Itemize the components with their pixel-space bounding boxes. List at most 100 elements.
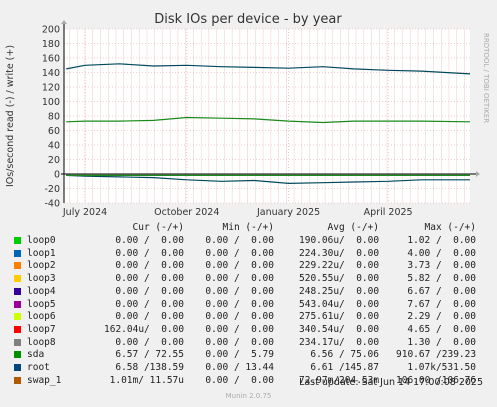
legend-min: 0.00 / 0.00	[205, 336, 274, 348]
legend-avg: 224.30u/ 0.00	[299, 247, 380, 259]
y-tick-label: -20	[44, 184, 60, 195]
y-tick-label: 40	[48, 141, 60, 152]
x-tick-label: January 2025	[256, 207, 320, 218]
legend-swatch	[14, 262, 21, 270]
legend-max: 3.73 / 0.00	[407, 260, 476, 272]
legend-avg: 234.17u/ 0.00	[299, 336, 380, 348]
legend-min: 0.00 / 0.00	[205, 260, 274, 272]
side-label: RRDTOOL / TOBI OETIKER	[482, 33, 490, 123]
legend-swatch	[14, 338, 21, 346]
legend-min: 0.00 / 5.79	[205, 349, 274, 361]
series-line-root-write	[66, 63, 471, 75]
legend-swatch	[14, 351, 21, 359]
legend-avg: 248.25u/ 0.00	[299, 285, 380, 297]
x-tick-label: October 2024	[154, 207, 219, 218]
y-ticks: -40 -20 0 20 40 60 80 100 120 140 160 180 200	[42, 25, 60, 210]
series-line-sda-write	[66, 116, 471, 124]
legend-cur: 1.01m/ 11.57u	[109, 374, 184, 386]
legend-name: root	[27, 362, 50, 373]
legend-max: 7.67 / 0.00	[407, 298, 476, 310]
header-max: Max (-/+)	[424, 222, 476, 233]
legend-avg: 543.04u/ 0.00	[299, 298, 380, 310]
series-line-root-read	[66, 174, 470, 185]
legend-avg: 6.56 / 75.06	[310, 349, 379, 361]
legend-name: loop3	[27, 273, 56, 285]
legend-avg: 6.61 /145.87	[310, 362, 379, 373]
legend-cur: 0.00 / 0.00	[115, 311, 184, 323]
legend-name: swap_1	[27, 374, 62, 386]
legend-min: 0.00 / 0.00	[205, 285, 274, 297]
legend-swatch	[14, 325, 21, 333]
legend-swatch	[14, 249, 21, 257]
legend-avg: 340.54u/ 0.00	[299, 323, 380, 335]
series-group	[66, 63, 471, 185]
legend-min: 0.00 / 0.00	[205, 374, 274, 386]
legend-min: 0.00 / 0.00	[205, 311, 274, 323]
legend-cur: 0.00 / 0.00	[115, 260, 184, 272]
header-avg: Avg (-/+)	[327, 222, 379, 233]
y-tick-label: -40	[44, 199, 60, 210]
legend-swatch	[14, 313, 21, 321]
legend-max: 2.29 / 0.00	[407, 311, 476, 323]
y-tick-label: 200	[42, 25, 60, 36]
header-cur: Cur (-/+)	[132, 222, 184, 233]
y-tick-label: 20	[48, 155, 60, 166]
legend-name: loop2	[27, 260, 56, 272]
legend-avg: 229.22u/ 0.00	[299, 260, 380, 272]
y-axis-label: IOs/second read (-) / write (+)	[5, 45, 16, 187]
legend-swatch	[14, 275, 21, 283]
legend-cur: 0.00 / 0.00	[115, 298, 184, 310]
header-min: Min (-/+)	[222, 222, 274, 233]
legend-name: loop4	[27, 285, 56, 297]
x-tick-label: July 2024	[62, 207, 107, 218]
y-tick-label: 100	[42, 97, 60, 108]
legend-name: loop1	[27, 247, 56, 259]
legend-name: loop7	[27, 323, 56, 335]
x-tick-label: April 2025	[364, 207, 413, 218]
legend-avg: 190.06u/ 0.00	[299, 235, 380, 246]
legend-swatch	[14, 287, 21, 295]
legend-min: 0.00 / 0.00	[205, 247, 274, 259]
legend-cur: 0.00 / 0.00	[115, 235, 184, 246]
legend-cur: 0.00 / 0.00	[115, 247, 184, 259]
y-tick-label: 180	[42, 39, 60, 50]
legend-max: 4.00 / 0.00	[407, 247, 476, 259]
legend-max: 1.07k/531.50	[407, 362, 476, 373]
legend-cur: 6.57 / 72.55	[115, 349, 184, 361]
legend-min: 0.00 / 13.44	[205, 362, 274, 373]
y-tick-label: 0	[54, 170, 60, 181]
legend-cur: 6.58 /138.59	[115, 362, 184, 373]
y-tick-label: 120	[42, 83, 60, 94]
y-tick-label: 140	[42, 68, 60, 79]
legend-avg: 72.97m/204.53m	[299, 374, 380, 386]
legend-name: loop6	[27, 311, 56, 323]
munin-version: Munin 2.0.75	[225, 392, 272, 400]
legend-cur: 0.00 / 0.00	[115, 285, 184, 297]
x-axis-arrow	[476, 171, 480, 177]
legend-max: 106.00 /106.76	[396, 374, 477, 386]
legend-name: loop8	[27, 336, 56, 348]
legend-name: loop5	[27, 298, 56, 310]
legend-max: 910.67 /239.23	[396, 349, 477, 361]
legend-swatch	[14, 376, 21, 384]
legend-max: 1.02 / 0.00	[407, 235, 476, 246]
legend-max: 6.67 / 0.00	[407, 285, 476, 297]
legend-max: 4.65 / 0.00	[407, 323, 476, 335]
legend-swatch	[14, 300, 21, 308]
legend-min: 0.00 / 0.00	[205, 298, 274, 310]
legend-min: 0.00 / 0.00	[205, 273, 274, 285]
legend-cur: 0.00 / 0.00	[115, 273, 184, 285]
legend-cur: 0.00 / 0.00	[115, 336, 184, 348]
y-axis-arrow	[61, 20, 67, 24]
legend-cur: 162.04u/ 0.00	[104, 323, 185, 335]
legend-name: sda	[27, 349, 45, 361]
legend-min: 0.00 / 0.00	[205, 235, 274, 246]
legend-avg: 520.55u/ 0.00	[299, 273, 380, 285]
y-tick-label: 60	[48, 126, 60, 137]
chart-title: Disk IOs per device - by year	[154, 12, 342, 27]
y-tick-label: 160	[42, 54, 60, 65]
y-tick-label: 80	[48, 112, 60, 123]
legend-header: Cur (-/+) Min (-/+) Avg (-/+) Max (-/+)	[14, 222, 476, 234]
legend-swatch	[14, 237, 21, 244]
